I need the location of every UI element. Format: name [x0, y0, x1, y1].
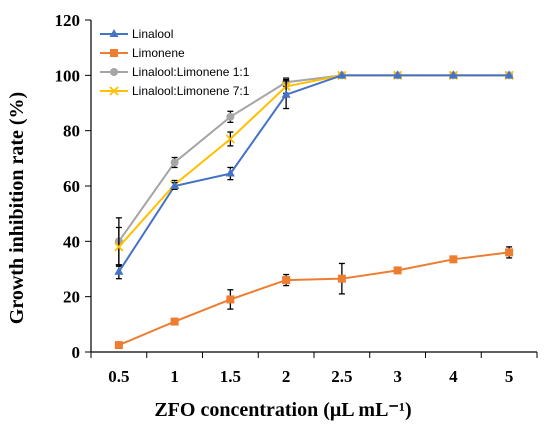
data-point — [504, 70, 514, 79]
x-tick-label: 4 — [449, 367, 458, 386]
y-tick-label: 60 — [63, 177, 80, 196]
y-tick-label: 0 — [72, 343, 81, 362]
y-tick-labels: 0 20 40 60 80 100 120 — [55, 11, 81, 362]
data-point — [505, 248, 514, 257]
legend-label: Limonene — [132, 46, 185, 60]
axes — [85, 19, 538, 358]
legend-label: Linalool:Limonene 7:1 — [132, 84, 250, 98]
legend-marker — [109, 29, 119, 37]
legend-item: Linalool:Limonene 1:1 — [100, 65, 250, 79]
y-axis-title: Growth inhibition rate (%) — [6, 92, 28, 324]
legend-item: Linalool — [100, 27, 173, 41]
data-point — [170, 181, 180, 189]
data-point — [114, 242, 124, 252]
series-linalool-limonene-1-1 — [114, 71, 514, 266]
y-tick-label: 40 — [63, 232, 80, 251]
data-point — [114, 341, 123, 350]
data-point — [393, 266, 402, 275]
x-tick-label: 5 — [505, 367, 514, 386]
data-point — [114, 266, 124, 275]
data-point — [225, 134, 236, 144]
x-tick-label: 1 — [170, 367, 179, 386]
x-axis-title: ZFO concentration (μL mL⁻¹) — [154, 399, 411, 421]
legend-item: Linalool:Limonene 7:1 — [100, 84, 250, 98]
legend-marker — [110, 68, 118, 76]
y-tick-label: 20 — [63, 288, 80, 307]
x-tick-labels: 0.5 1 1.5 2 2.5 3 4 5 — [108, 367, 513, 386]
series-layer — [114, 70, 514, 350]
data-point — [170, 317, 179, 326]
series-line — [118, 74, 510, 273]
legend-marker — [109, 86, 119, 96]
x-tick-label: 2 — [282, 367, 291, 386]
legend: Linalool Limonene Linalool:Limonene 1:1 Lin… — [100, 27, 250, 98]
legend-marker — [110, 49, 118, 57]
data-point — [337, 70, 347, 79]
legend-item: Limonene — [100, 46, 185, 60]
series-linalool — [114, 70, 514, 280]
data-point — [282, 276, 291, 285]
series-limonene — [114, 246, 514, 350]
data-point — [337, 274, 346, 283]
legend-label: Linalool:Limonene 1:1 — [132, 65, 250, 79]
series-line — [118, 74, 510, 242]
data-point — [281, 89, 291, 98]
data-point — [170, 158, 179, 167]
data-point — [225, 168, 235, 177]
legend-label: Linalool — [132, 27, 173, 41]
x-tick-label: 0.5 — [108, 367, 129, 386]
series-line — [118, 251, 510, 347]
data-point — [393, 70, 403, 79]
data-point — [226, 295, 235, 304]
x-tick-label: 3 — [393, 367, 402, 386]
y-tick-label: 100 — [55, 66, 81, 85]
data-point — [449, 255, 458, 264]
data-point — [226, 112, 235, 121]
data-point — [448, 70, 458, 79]
x-tick-label: 1.5 — [220, 367, 241, 386]
series-linalool-limonene-7-1 — [114, 70, 514, 267]
y-tick-label: 80 — [63, 122, 80, 141]
x-tick-label: 2.5 — [331, 367, 352, 386]
y-tick-label: 120 — [55, 11, 81, 30]
